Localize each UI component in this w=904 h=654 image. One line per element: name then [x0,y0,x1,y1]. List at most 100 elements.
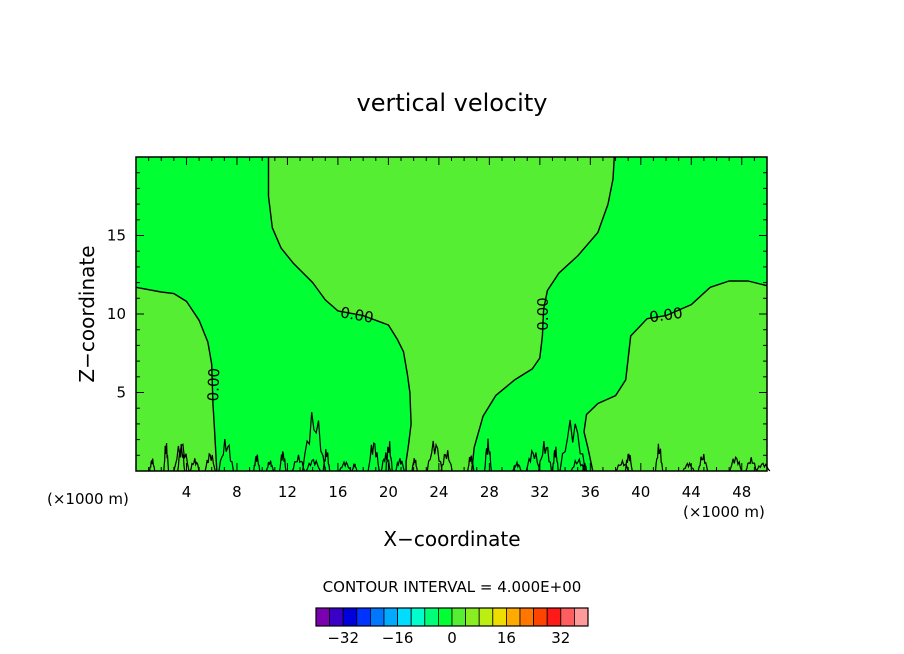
surface-cell-contour [654,443,664,472]
colorbar-swatch [383,607,399,627]
colorbar-tick-label: 32 [551,629,570,647]
x-axis-ticks: 4 8 12 16 20 24 28 32 36 40 44 48 [148,157,755,501]
surface-cell-contour [253,454,261,472]
colorbar-swatch [519,607,535,627]
x-axis-unit-left: (×1000 m) [47,490,129,508]
contour-interval-label: CONTOUR INTERVAL = 4.000E+00 [323,578,582,596]
surface-cell-contour [411,458,418,472]
surface-cell-contour [163,442,170,472]
colorbar-swatch [315,607,331,627]
surface-cell-contour [395,458,405,472]
x-tick-label: 16 [328,483,347,501]
colorbar-tick-label: 16 [497,629,516,647]
y-tick-label: 5 [116,384,126,402]
zero-contour-4 [583,280,768,472]
x-tick-label: 40 [631,483,650,501]
surface-cell-contour [467,455,475,472]
y-axis-title: Z−coordinate [75,245,99,382]
colorbar-swatch [397,607,412,627]
zero-contour-1 [135,286,218,472]
x-tick-label: 32 [530,483,549,501]
x-tick-label: 48 [732,483,751,501]
surface-cell-contour [552,446,559,472]
x-tick-label: 8 [232,483,242,501]
surface-cell-contour [538,441,553,472]
surface-cell-contour [624,453,633,472]
colorbar-tick-label: 0 [447,629,457,647]
x-tick-label: 4 [182,483,192,501]
surface-cell-contour [380,452,392,472]
colorbar-tick-label: −16 [382,629,414,647]
x-tick-label: 36 [581,483,600,501]
surface-cell-contour [728,455,743,472]
updraft-region-center [268,157,615,471]
surface-cell-contour [173,443,190,472]
surface-cell-contour [278,451,287,472]
colorbar-swatch [478,607,494,627]
updraft-region-left [136,287,217,471]
surface-cell-contour [525,448,541,472]
surface-cell-contour [559,419,586,472]
colorbar-swatch [342,607,358,627]
surface-cell-contour [339,460,352,472]
colorbar-swatch [492,607,507,627]
surface-cell-contour [426,440,443,472]
contour-labels: 0.00 0.00 0.00 0.00 [204,297,684,401]
contour-label: 0.00 [204,368,223,402]
colorbar-swatch [369,607,385,627]
surface-cell-contour [305,458,322,472]
x-tick-label: 24 [429,483,448,501]
surface-cell-contour [204,452,216,472]
x-axis-unit-right: (×1000 m) [683,503,765,521]
surface-cell-contour [302,412,326,472]
surface-cell-contour [149,458,156,472]
colorbar-swatch [505,607,521,627]
surface-cell-contour [177,443,186,472]
colorbar-tick-label: −32 [327,629,359,647]
zero-contour-2 [267,157,412,471]
colorbar-swatch [451,607,467,627]
surface-cell-contour [189,458,201,472]
surface-cell-contour [385,441,393,472]
colorbar-swatch [424,607,439,627]
updraft-region-right [584,281,767,471]
x-axis-title: X−coordinate [383,527,520,551]
colorbar-swatch [329,607,344,627]
surface-cell-contour [367,442,380,472]
x-tick-label: 44 [682,483,701,501]
colorbar-swatch [410,607,426,627]
surface-cell-contour [745,457,758,472]
surface-cell-contour [570,457,586,472]
y-axis-ticks: 5 10 15 [107,172,767,456]
colorbar-swatch [574,607,589,627]
colorbar-swatch [546,607,562,627]
x-tick-label: 12 [278,483,297,501]
x-tick-label: 28 [480,483,499,501]
colorbar-swatch [560,607,575,627]
y-tick-label: 15 [107,227,126,245]
colorbar-swatch [356,607,371,627]
zero-contour-3 [471,156,615,472]
surface-cell-contour [265,460,274,472]
surface-cell-contour [218,438,234,472]
contour-lines [135,156,768,472]
contour-fill-regions [136,157,767,471]
contour-label: 0.00 [339,303,375,327]
x-tick-label: 20 [379,483,398,501]
colorbar-swatch [437,607,453,627]
colorbar-tick-labels: −32 −16 0 16 32 [327,629,570,647]
colorbar-swatch [533,607,548,627]
surface-cell-contour [697,453,709,472]
colorbar [315,607,589,627]
colorbar-frame [315,607,589,627]
surface-cell-contour [615,458,630,472]
colorbar-swatch [465,607,480,627]
y-tick-label: 10 [107,305,126,323]
chart-title: vertical velocity [357,89,548,117]
surface-cell-contour [440,450,453,472]
surface-cell-contour [682,461,695,472]
surface-cell-contour [483,438,492,472]
contour-label: 0.00 [648,304,684,326]
surface-cell-contour [351,462,358,472]
surface-cell-contour [582,462,588,472]
